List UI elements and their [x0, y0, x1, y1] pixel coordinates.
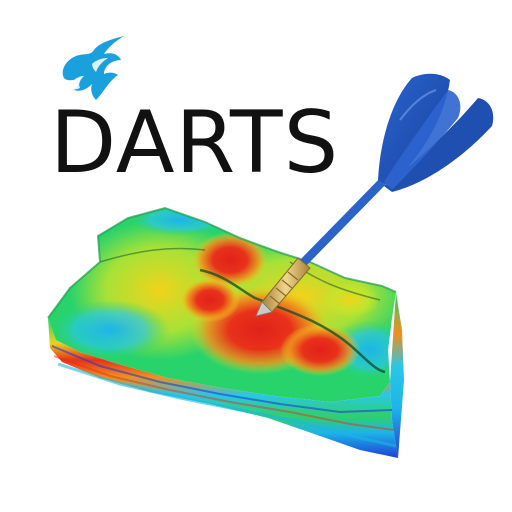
wordmark-text: DARTS	[50, 93, 340, 193]
flame-icon	[62, 36, 124, 100]
dart-icon	[255, 73, 494, 317]
reservoir-block-icon	[47, 206, 404, 458]
